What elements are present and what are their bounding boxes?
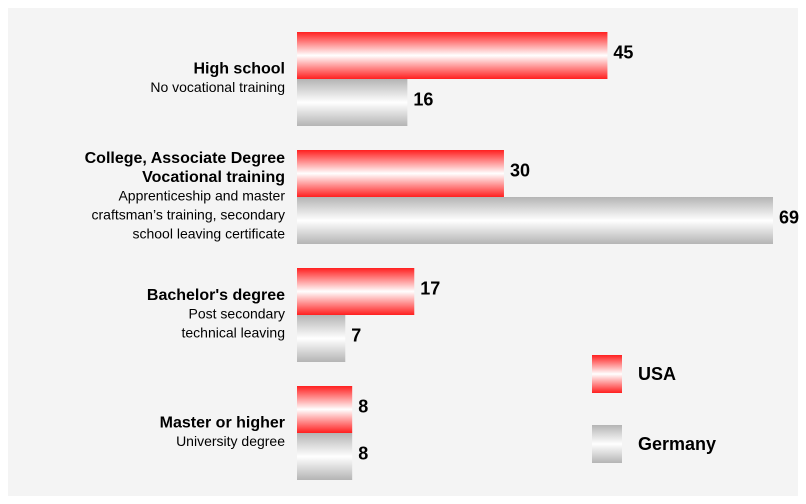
- category-label: University degree: [176, 433, 285, 449]
- bar: [297, 433, 353, 480]
- bar: [297, 386, 353, 433]
- value-label: 16: [413, 89, 433, 109]
- value-label: 8: [358, 443, 368, 463]
- category-label: Master or higher: [160, 415, 285, 432]
- bar: [297, 79, 408, 126]
- legend-swatch: [592, 355, 622, 393]
- value-label: 30: [510, 160, 530, 180]
- legend-swatch: [592, 425, 622, 463]
- category-label: Bachelor's degree: [147, 287, 285, 304]
- category-label: High school: [193, 61, 285, 78]
- value-label: 8: [358, 396, 368, 416]
- category-label: craftsman’s training, secondary: [92, 207, 286, 223]
- category-label: Vocational training: [142, 169, 285, 186]
- bar: [297, 197, 773, 244]
- bar: [297, 150, 504, 197]
- category-label: College, Associate Degree: [85, 150, 285, 167]
- category-label: technical leaving: [181, 325, 285, 341]
- value-label: 7: [351, 325, 361, 345]
- category-label: Post secondary: [189, 306, 286, 322]
- legend-label: Germany: [638, 434, 716, 454]
- bar: [297, 32, 608, 79]
- value-label: 45: [613, 42, 633, 62]
- value-label: 69: [779, 207, 799, 227]
- category-label: Apprenticeship and master: [118, 188, 285, 204]
- bar: [297, 268, 415, 315]
- value-label: 17: [420, 278, 440, 298]
- bar: [297, 315, 346, 362]
- category-label: No vocational training: [150, 79, 285, 95]
- legend-label: USA: [638, 364, 676, 384]
- category-label: school leaving certificate: [132, 226, 285, 242]
